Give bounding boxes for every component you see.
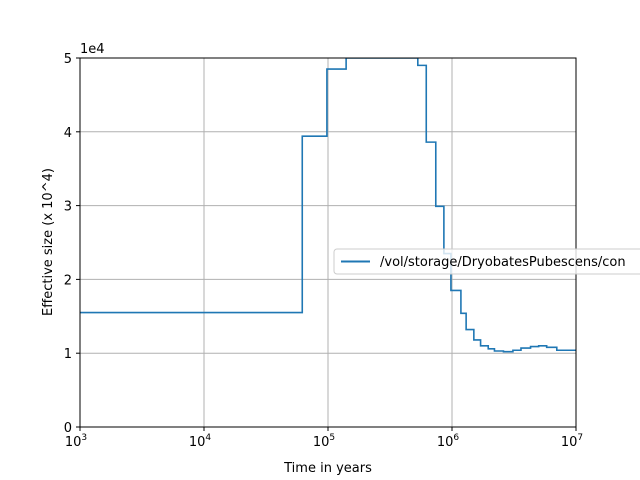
y-offset-label: 1e4 (80, 42, 105, 57)
y-axis-label: Effective size (x 10^4) (41, 168, 56, 316)
legend: /vol/storage/DryobatesPubescens/con (333, 248, 640, 275)
x-tick-label: 103 (65, 433, 87, 450)
x-axis-ticks: 103 104 105 106 107 (65, 427, 583, 450)
x-tick-label: 104 (189, 433, 212, 450)
legend-entry: /vol/storage/DryobatesPubescens/con (380, 255, 626, 270)
x-axis-label: Time in years (283, 461, 372, 476)
y-tick-label: 5 (64, 52, 72, 67)
y-tick-label: 0 (64, 421, 72, 436)
series-line (80, 58, 576, 353)
plot-area (80, 58, 576, 353)
y-tick-label: 1 (64, 347, 72, 362)
x-tick-label: 107 (561, 433, 583, 450)
y-tick-label: 4 (64, 126, 72, 141)
x-tick-label: 106 (437, 433, 460, 450)
y-axis-ticks: 0 1 2 3 4 5 (64, 52, 80, 436)
y-tick-label: 2 (64, 273, 72, 288)
legend-box (333, 248, 640, 275)
y-tick-label: 3 (64, 200, 72, 215)
x-tick-label: 105 (313, 433, 335, 450)
